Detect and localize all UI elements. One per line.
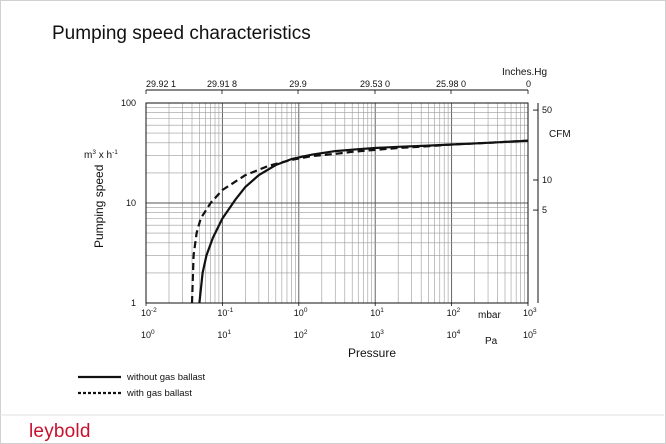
legend-with-gas-ballast: with gas ballast <box>126 388 192 399</box>
top-tick-label: 25.98 0 <box>436 79 466 89</box>
x-unit-mbar: mbar <box>478 310 501 321</box>
y-tick-label: 1 <box>131 298 136 308</box>
series-line-without-gas-ballast <box>198 139 529 304</box>
top-tick-label: 29.53 0 <box>360 79 390 89</box>
right-axis-unit: CFM <box>549 129 571 140</box>
page-title: Pumping speed characteristics <box>52 23 311 44</box>
x-tick-label-mbar: 102 <box>447 307 461 318</box>
x-tick-label-mbar: 10-2 <box>141 307 157 318</box>
x-tick-label-mbar: 103 <box>523 307 537 318</box>
top-tick-label: 0 <box>526 79 531 89</box>
x-tick-label-pa: 103 <box>370 329 384 340</box>
x-tick-label-pa: 100 <box>141 329 155 340</box>
top-tick-label: 29.92 1 <box>146 79 176 89</box>
y-tick-label: 10 <box>126 198 136 208</box>
x-tick-label-mbar: 100 <box>294 307 308 318</box>
x-tick-label-pa: 105 <box>523 329 537 340</box>
x-tick-label-pa: 101 <box>217 329 231 340</box>
right-tick-label: 10 <box>542 175 552 185</box>
leybold-logo: leybold <box>29 421 91 442</box>
y-tick-label: 100 <box>121 98 136 108</box>
x-axis-title: Pressure <box>348 346 396 360</box>
series-layer <box>190 139 529 304</box>
top-tick-label: 29.9 <box>289 79 307 89</box>
x-tick-label-pa: 102 <box>294 329 308 340</box>
x-unit-pa: Pa <box>485 336 498 347</box>
right-tick-label: 50 <box>542 105 552 115</box>
series-line-with-gas-ballast <box>190 139 529 304</box>
x-tick-label-mbar: 101 <box>370 307 384 318</box>
right-tick-label: 5 <box>542 205 547 215</box>
x-tick-label-pa: 104 <box>447 329 461 340</box>
top-tick-label: 29.91 8 <box>207 79 237 89</box>
x-tick-label-mbar: 10-1 <box>217 307 233 318</box>
y-axis-title: Pumping speed <box>92 165 106 248</box>
y-axis-unit: m3 x h-1 <box>84 149 118 161</box>
chart-grid <box>146 103 528 303</box>
legend-without-gas-ballast: without gas ballast <box>126 372 206 383</box>
plot-frame <box>145 102 529 304</box>
top-axis-unit: Inches.Hg <box>502 67 547 78</box>
